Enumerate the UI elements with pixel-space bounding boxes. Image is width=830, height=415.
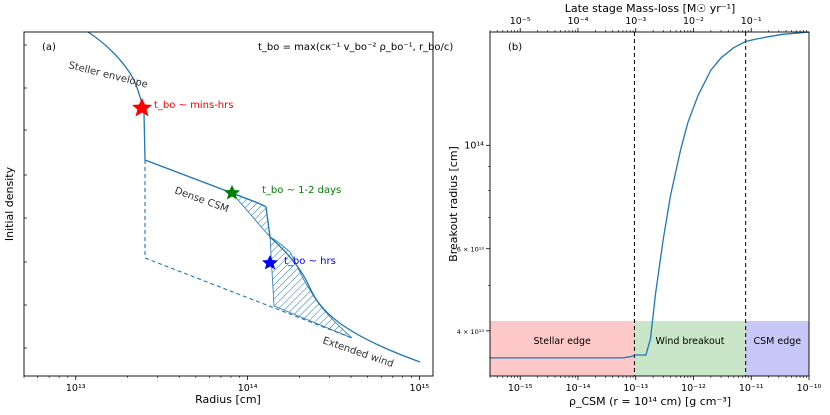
- panel-a-ylabel: Initial density: [3, 166, 16, 241]
- panel-b-ytick-label: 6 × 10¹³: [457, 246, 485, 254]
- panel-b-ylabel: Breakout radius [cm]: [447, 146, 460, 262]
- panel-b-regions: Stellar edge Wind breakout CSM edge: [490, 320, 809, 376]
- panel-b-top-xtick-label: 10⁻⁵: [510, 16, 531, 27]
- panel-a-minor-yticks: [24, 44, 27, 349]
- panel-b-vlines: [633, 32, 747, 376]
- breakout-radius-line: [490, 31, 810, 359]
- region-label: Stellar edge: [534, 336, 592, 347]
- panel-a-xtick-label: 10¹⁵: [410, 383, 430, 394]
- red-star: [132, 98, 152, 117]
- panel-b-top-xtick-label: 10⁻⁴: [568, 16, 589, 27]
- panel-b-xtick-label: 10⁻¹⁰: [797, 383, 822, 394]
- annotation-1-2-days: t_bo ~ 1-2 days: [262, 185, 341, 196]
- panel-b-top-xtick-label: 10⁻³: [625, 16, 646, 27]
- panel-b-label: (b): [508, 42, 522, 53]
- panel-b-top-xtick-label: 10⁻¹: [741, 16, 762, 27]
- panel-b: Stellar edge Wind breakout CSM edge 10⁻¹⁵ 1…: [447, 2, 822, 408]
- density-profile-solid: [87, 31, 421, 363]
- panel-b-top-xticks: 10⁻⁵ 10⁻⁴ 10⁻³ 10⁻² 10⁻¹: [489, 16, 807, 32]
- region-label: CSM edge: [754, 336, 802, 347]
- panel-a-formula: t_bo = max(cκ⁻¹ v_bo⁻² ρ_bo⁻¹, r_bo/c): [258, 42, 453, 53]
- panel-b-xlabel: ρ_CSM (r = 10¹⁴ cm) [g cm⁻³]: [569, 395, 731, 408]
- label-steller-envelope: Steller envelope: [67, 60, 149, 90]
- panel-a-frame: [23, 31, 434, 377]
- density-profile-dashed: [144, 160, 353, 339]
- panel-b-xtick-label: 10⁻¹⁵: [508, 383, 533, 394]
- panel-b-xticks: 10⁻¹⁵ 10⁻¹⁴ 10⁻¹³ 10⁻¹² 10⁻¹¹ 10⁻¹⁰: [489, 376, 822, 394]
- region-label: Wind breakout: [656, 336, 725, 347]
- panel-b-xtick-label: 10⁻¹²: [681, 383, 706, 394]
- label-dense-csm: Dense CSM: [173, 185, 230, 215]
- hatch-region-lower: [269, 236, 353, 339]
- panel-b-top-xlabel: Late stage Mass-loss [M☉ yr⁻¹]: [565, 2, 736, 15]
- panel-a-xtick-label: 10¹⁴: [238, 383, 258, 394]
- panel-a-xlabel: Radius [cm]: [195, 393, 261, 406]
- label-extended-wind: Extended wind: [321, 335, 395, 370]
- panel-a: 10¹³ 10¹⁴ 10¹⁵ (a) t_bo = max(cκ⁻¹ v_bo⁻² …: [3, 31, 453, 406]
- panel-a-xticks: 10¹³ 10¹⁴ 10¹⁵: [23, 376, 430, 394]
- region-wind-breakout: [634, 320, 746, 376]
- annotation-mins-hrs: t_bo ~ mins-hrs: [154, 100, 233, 111]
- panel-b-top-xtick-label: 10⁻²: [683, 16, 704, 27]
- green-star: [224, 185, 240, 200]
- panel-b-frame: [489, 31, 810, 377]
- panel-b-ytick-label: 4 × 10¹³: [457, 328, 485, 336]
- blue-star: [262, 255, 278, 270]
- region-stellar-edge: [490, 320, 635, 376]
- panel-a-label: (a): [42, 42, 56, 53]
- panel-a-xtick-label: 10¹³: [66, 383, 86, 394]
- panel-b-xtick-label: 10⁻¹³: [623, 383, 648, 394]
- panel-b-yticks: 4 × 10¹³ 6 × 10¹³ 10¹⁴: [457, 140, 490, 336]
- panel-b-xtick-label: 10⁻¹⁴: [566, 383, 591, 394]
- panel-b-ytick-label: 10¹⁴: [464, 140, 484, 151]
- panel-b-xtick-label: 10⁻¹¹: [739, 383, 764, 394]
- annotation-hrs: t_bo ~ hrs: [284, 256, 336, 267]
- region-csm-edge: [745, 320, 809, 376]
